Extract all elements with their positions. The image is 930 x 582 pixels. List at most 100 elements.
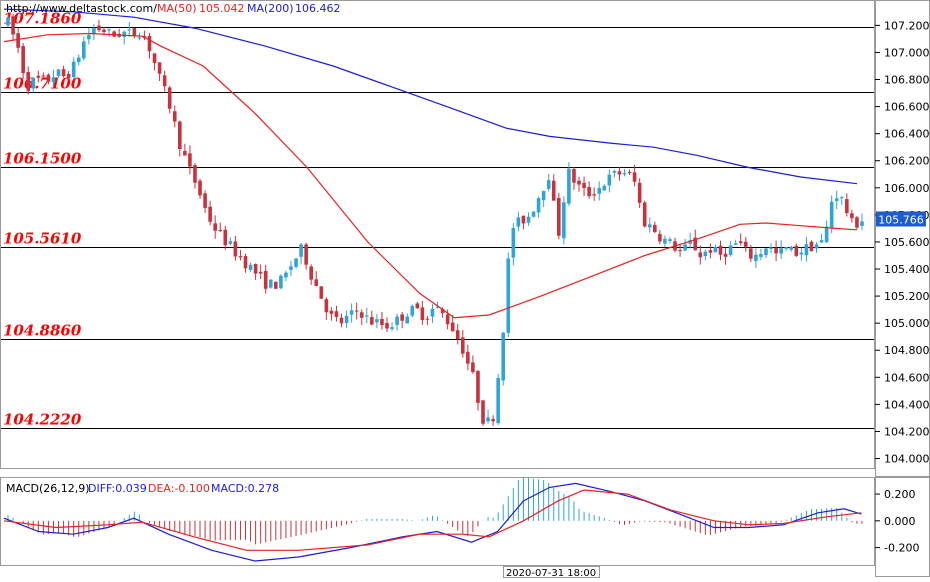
candle-body xyxy=(107,29,111,31)
candle-body xyxy=(127,29,132,31)
candle-body xyxy=(183,150,187,156)
candle-body xyxy=(516,217,521,227)
candle-body xyxy=(774,247,778,254)
price-tick-label: 105.200 xyxy=(884,290,930,303)
level-label: 104.2220 xyxy=(3,411,82,429)
candle-body xyxy=(829,201,834,228)
price-tick-label: 104.200 xyxy=(884,425,930,438)
price-tick-label: 106.400 xyxy=(884,128,930,141)
candle-body xyxy=(501,332,506,381)
candle-body xyxy=(304,244,308,265)
candle-body xyxy=(102,29,106,33)
candle-body xyxy=(471,362,475,373)
candle-body xyxy=(56,69,61,76)
candle-body xyxy=(526,216,531,223)
candle-body xyxy=(693,237,698,251)
candle-body xyxy=(92,27,96,35)
candle-body xyxy=(132,28,137,37)
price-tick-label: 105.000 xyxy=(884,317,930,330)
candle-body xyxy=(329,310,334,314)
candle-body xyxy=(167,87,172,109)
candle-body xyxy=(602,185,607,191)
candle-body xyxy=(299,244,303,257)
candle-body xyxy=(218,230,223,232)
current-price-tag xyxy=(876,211,926,227)
candle-body xyxy=(486,417,490,422)
candle-body xyxy=(147,36,152,52)
moving-averages xyxy=(3,8,858,319)
candle-body xyxy=(839,197,844,199)
price-tick-label: 106.600 xyxy=(884,101,930,114)
current-price-value: 105.766 xyxy=(878,213,924,226)
candle-body xyxy=(26,72,31,91)
candle-body xyxy=(546,180,551,189)
candle-body xyxy=(496,377,500,424)
candle-body xyxy=(309,266,313,280)
candle-body xyxy=(31,78,36,89)
candle-body xyxy=(728,245,733,255)
candle-body xyxy=(814,244,819,249)
candle-body xyxy=(754,254,758,262)
candle-body xyxy=(228,241,233,244)
candle-body xyxy=(364,315,369,317)
candle-body xyxy=(410,305,415,316)
candle-body xyxy=(723,253,728,257)
candle-body xyxy=(506,258,511,333)
candle-body xyxy=(81,41,86,59)
candle-body xyxy=(198,180,202,196)
candle-body xyxy=(294,258,298,267)
candle-body xyxy=(663,238,667,244)
candle-body xyxy=(223,229,228,246)
price-tick-label: 104.800 xyxy=(884,344,930,357)
price-tick-label: 106.800 xyxy=(884,74,930,87)
candle-body xyxy=(688,240,692,244)
macd-value: MACD:0.278 xyxy=(211,482,279,495)
price-tick-label: 104.600 xyxy=(884,371,930,384)
candle-body xyxy=(178,121,182,149)
price-tick-label: 106.000 xyxy=(884,182,930,195)
macd-dea-line xyxy=(3,489,862,551)
candle-body xyxy=(683,244,687,251)
candle-body xyxy=(66,73,71,78)
candle-body xyxy=(390,327,394,330)
candle-body xyxy=(481,400,485,424)
candle-body xyxy=(339,317,344,324)
candle-body xyxy=(137,37,142,39)
candle-body xyxy=(536,198,541,213)
candle-body xyxy=(612,171,617,173)
candle-body xyxy=(713,246,718,253)
candle-body xyxy=(567,168,571,204)
source-url: http://www.deltastock.com/ xyxy=(6,2,157,15)
candle-body xyxy=(233,241,238,257)
level-label: 107.1860 xyxy=(3,10,82,28)
candle-body xyxy=(203,193,207,208)
ma200-label: MA(200) xyxy=(247,2,294,15)
candle-body xyxy=(592,194,596,196)
macd-plot-frame xyxy=(0,477,875,566)
candle-body xyxy=(557,197,561,236)
candle-body xyxy=(380,318,384,325)
candle-body xyxy=(718,245,723,255)
candle-body xyxy=(263,270,268,289)
candles xyxy=(6,13,864,426)
candle-body xyxy=(845,199,849,214)
candle-body xyxy=(551,180,556,201)
candle-body xyxy=(36,75,41,78)
candle-body xyxy=(572,168,576,183)
candle-body xyxy=(268,279,273,288)
candle-body xyxy=(213,223,217,231)
candle-body xyxy=(344,315,349,323)
candle-body xyxy=(476,370,480,403)
candle-body xyxy=(16,33,20,48)
candle-body xyxy=(71,61,76,78)
level-label: 106.7100 xyxy=(3,75,82,93)
candle-body xyxy=(627,171,632,174)
candle-body xyxy=(51,77,56,83)
candle-body xyxy=(400,314,404,321)
candle-body xyxy=(582,182,586,189)
macd-tick-label: 0.000 xyxy=(884,515,916,528)
candle-body xyxy=(430,308,435,317)
candle-body xyxy=(243,256,248,269)
candle-body xyxy=(511,228,516,258)
